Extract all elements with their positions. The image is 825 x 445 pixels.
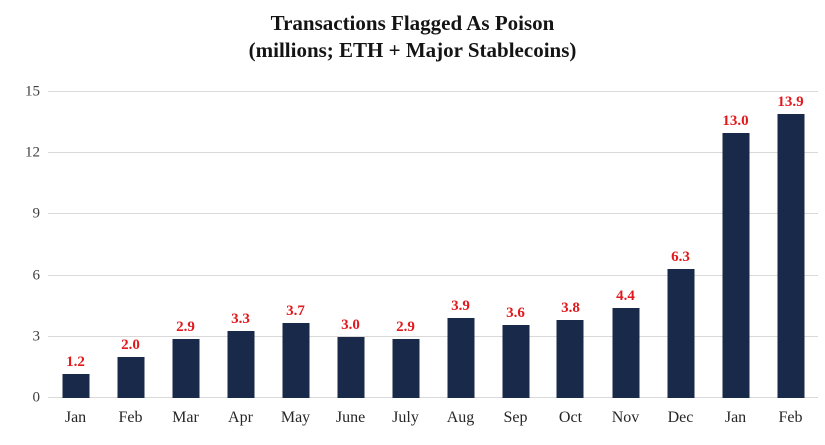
bar: 1.2 bbox=[62, 354, 89, 398]
gridline bbox=[48, 335, 818, 337]
bar: 3.8 bbox=[556, 300, 584, 398]
x-tick-label: Feb bbox=[118, 409, 143, 426]
bar: 13.9 bbox=[777, 94, 804, 398]
x-tick-label: Apr bbox=[228, 409, 253, 426]
gridline bbox=[48, 274, 818, 276]
y-tick-label: 6 bbox=[32, 267, 41, 284]
y-tick-label: 3 bbox=[32, 328, 41, 345]
bar: 6.3 bbox=[667, 249, 694, 398]
bar-value-label: 3.0 bbox=[341, 316, 360, 333]
x-tick-label: Sep bbox=[503, 409, 528, 426]
bar-value-label: 3.3 bbox=[231, 310, 250, 327]
chart-title: Transactions Flagged As Poison bbox=[270, 11, 555, 35]
x-tick-label: Feb bbox=[778, 409, 803, 426]
chart-subtitle: (millions; ETH + Major Stablecoins) bbox=[248, 38, 577, 62]
x-tick-label: Jan bbox=[64, 409, 87, 426]
bar-value-label: 6.3 bbox=[671, 249, 690, 266]
bar-value-label: 13.9 bbox=[777, 94, 804, 111]
gridline bbox=[48, 397, 818, 398]
bar-value-label: 2.9 bbox=[176, 318, 195, 335]
y-tick-label: 9 bbox=[32, 205, 41, 222]
y-tick-label: 0 bbox=[32, 389, 41, 406]
bar: 3.6 bbox=[502, 305, 529, 398]
x-tick-label: Aug bbox=[446, 409, 475, 426]
x-tick-label: Nov bbox=[611, 409, 640, 426]
y-tick-label: 15 bbox=[25, 83, 40, 100]
x-tick-label: May bbox=[280, 409, 311, 426]
bar: 3.0 bbox=[337, 317, 364, 398]
x-tick-label: Jan bbox=[724, 409, 747, 426]
bar-value-label: 3.7 bbox=[286, 302, 305, 319]
bar: 13.0 bbox=[722, 113, 749, 398]
gridline bbox=[48, 91, 818, 92]
bar-value-label: 4.4 bbox=[616, 288, 635, 305]
y-tick-label: 12 bbox=[25, 144, 40, 161]
x-tick-label: Mar bbox=[172, 409, 199, 426]
bar-value-label: 3.6 bbox=[506, 304, 525, 321]
bar: 4.4 bbox=[612, 288, 639, 398]
bar-value-label: 3.9 bbox=[451, 298, 470, 315]
x-axis: Jan Feb Mar Apr May June July Aug Sep Oct Nov Dec Ja… bbox=[48, 406, 818, 436]
bar-value-label: 1.2 bbox=[66, 353, 85, 370]
gridline bbox=[48, 213, 818, 215]
bar: 3.7 bbox=[282, 303, 309, 398]
bar: 2.9 bbox=[392, 319, 419, 398]
bar: 3.9 bbox=[447, 298, 474, 398]
bar: 2.9 bbox=[172, 319, 199, 398]
bar-value-label: 13.0 bbox=[722, 112, 749, 129]
chart-title-block: Transactions Flagged As Poison (millions… bbox=[0, 10, 825, 64]
bar: 3.3 bbox=[227, 311, 254, 398]
x-tick-label: Dec bbox=[667, 409, 694, 426]
bar-value-label: 2.0 bbox=[121, 337, 140, 354]
y-axis: 0 3 6 9 12 15 bbox=[0, 84, 41, 405]
bar: 2.0 bbox=[117, 337, 144, 398]
gridline bbox=[48, 152, 818, 154]
bar-value-label: 3.8 bbox=[561, 300, 580, 317]
bar-value-label: 2.9 bbox=[396, 318, 415, 335]
x-tick-label: Oct bbox=[558, 409, 583, 426]
plot-area: 1.2 2.0 2.9 3.3 3.7 3.0 2.9 3.9 3.6 3.8 4.4 6.3 13.0… bbox=[48, 91, 818, 398]
x-tick-label: June bbox=[335, 409, 366, 426]
x-tick-label: July bbox=[392, 409, 419, 426]
